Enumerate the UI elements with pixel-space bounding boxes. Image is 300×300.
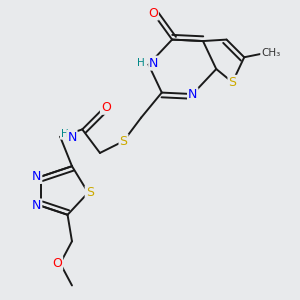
Text: S: S bbox=[119, 135, 128, 148]
Text: N: N bbox=[67, 131, 77, 144]
Text: CH₃: CH₃ bbox=[261, 48, 280, 58]
Text: O: O bbox=[101, 101, 111, 114]
Text: S: S bbox=[85, 186, 94, 199]
Text: H: H bbox=[61, 129, 68, 139]
Text: O: O bbox=[148, 7, 158, 20]
Text: N: N bbox=[149, 57, 158, 70]
Text: N: N bbox=[32, 200, 41, 212]
Text: H: H bbox=[137, 58, 145, 68]
Text: S: S bbox=[228, 76, 236, 89]
Text: O: O bbox=[52, 257, 62, 270]
Text: N: N bbox=[32, 170, 41, 183]
Text: N: N bbox=[188, 88, 197, 101]
